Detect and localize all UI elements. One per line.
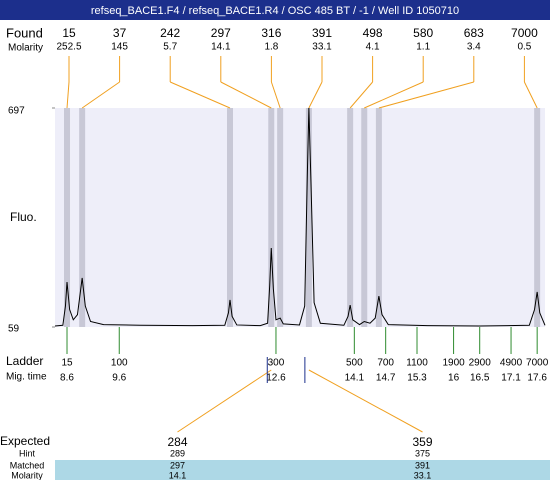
peak-band xyxy=(79,108,86,327)
ladder-size: 1100 xyxy=(406,358,428,369)
expected-matched: 391 xyxy=(415,460,430,470)
expected-connector xyxy=(177,369,272,433)
matched-row-bg xyxy=(55,460,550,471)
found-size: 683 xyxy=(464,26,484,40)
matched-label: Matched xyxy=(10,460,45,470)
mig-time-label: Mig. time xyxy=(6,372,47,383)
ladder-size: 500 xyxy=(346,358,363,369)
found-size: 297 xyxy=(211,26,231,40)
header-title: refseq_BACE1.F4 / refseq_BACE1.R4 / OSC … xyxy=(91,5,459,17)
peak-band xyxy=(375,108,382,327)
expected-value: 284 xyxy=(167,435,187,449)
peak-connector xyxy=(308,81,323,109)
y-tick-label: 59 xyxy=(8,324,20,335)
peak-connector xyxy=(523,81,538,109)
peak-connector xyxy=(378,81,474,109)
ladder-size: 300 xyxy=(268,358,285,369)
found-size: 242 xyxy=(160,26,180,40)
peak-connector xyxy=(349,81,373,109)
peak-band xyxy=(361,108,368,327)
found-size: 316 xyxy=(261,26,281,40)
found-molarity: 5.7 xyxy=(163,42,177,53)
expected-label: Expected xyxy=(0,434,50,448)
found-molarity: 3.4 xyxy=(467,42,481,53)
ladder-time: 8.6 xyxy=(60,373,74,384)
expected-molarity: 14.1 xyxy=(169,470,187,480)
peak-connector xyxy=(270,81,281,109)
found-size: 15 xyxy=(62,26,76,40)
expected-connector xyxy=(308,369,423,433)
found-molarity: 1.1 xyxy=(416,42,430,53)
expected-molarity: 33.1 xyxy=(414,470,432,480)
expected-matched: 297 xyxy=(170,460,185,470)
found-size: 391 xyxy=(312,26,332,40)
peak-band xyxy=(534,108,541,327)
peak-band xyxy=(277,108,284,327)
found-label: Found xyxy=(6,25,43,40)
trace-line xyxy=(54,107,546,327)
ladder-time: 16.5 xyxy=(470,373,490,384)
ladder-time: 12.6 xyxy=(266,373,286,384)
y-tick-label: 697 xyxy=(8,106,25,117)
found-size: 37 xyxy=(113,26,127,40)
ladder-size: 700 xyxy=(377,358,394,369)
ladder-time: 15.3 xyxy=(407,373,427,384)
ladder-size: 4900 xyxy=(500,358,523,369)
found-molarity: 1.8 xyxy=(264,42,278,53)
peak-band xyxy=(305,108,312,327)
header-bar xyxy=(0,0,550,20)
peak-connector xyxy=(170,81,231,109)
found-molarity: 145 xyxy=(111,42,128,53)
found-size: 7000 xyxy=(511,26,538,40)
molarity-label: Molarity xyxy=(8,43,43,54)
ladder-label: Ladder xyxy=(6,354,43,368)
ladder-time: 17.1 xyxy=(501,373,521,384)
found-molarity: 4.1 xyxy=(366,42,380,53)
ladder-size: 2900 xyxy=(469,358,492,369)
peak-connector xyxy=(81,81,120,109)
peak-connector xyxy=(364,81,424,109)
ladder-time: 16 xyxy=(448,373,460,384)
found-size: 498 xyxy=(363,26,383,40)
found-molarity: 252.5 xyxy=(56,42,81,53)
found-molarity: 14.1 xyxy=(211,42,231,53)
found-molarity: 33.1 xyxy=(312,42,332,53)
ladder-size: 100 xyxy=(111,358,128,369)
ladder-size: 15 xyxy=(61,358,73,369)
peak-band xyxy=(64,108,71,327)
found-size: 580 xyxy=(413,26,433,40)
found-molarity: 0.5 xyxy=(517,42,531,53)
ladder-time: 9.6 xyxy=(112,373,126,384)
ladder-time: 14.7 xyxy=(376,373,396,384)
ladder-time: 17.6 xyxy=(527,373,547,384)
hint-label: Hint xyxy=(19,448,36,458)
ladder-size: 7000 xyxy=(526,358,549,369)
peak-connector xyxy=(220,81,272,109)
expected-molarity-label: Molarity xyxy=(11,470,43,480)
y-axis-label: Fluo. xyxy=(10,210,37,224)
expected-hint: 289 xyxy=(170,448,185,458)
molarity-row-bg xyxy=(55,471,550,480)
expected-value: 359 xyxy=(412,435,432,449)
peak-band xyxy=(268,108,275,327)
ladder-size: 1900 xyxy=(442,358,465,369)
peak-connector xyxy=(66,81,70,109)
peak-band xyxy=(347,108,354,327)
peak-band xyxy=(227,108,233,327)
plot-area xyxy=(55,108,545,327)
ladder-time: 14.1 xyxy=(345,373,365,384)
expected-hint: 375 xyxy=(415,448,430,458)
